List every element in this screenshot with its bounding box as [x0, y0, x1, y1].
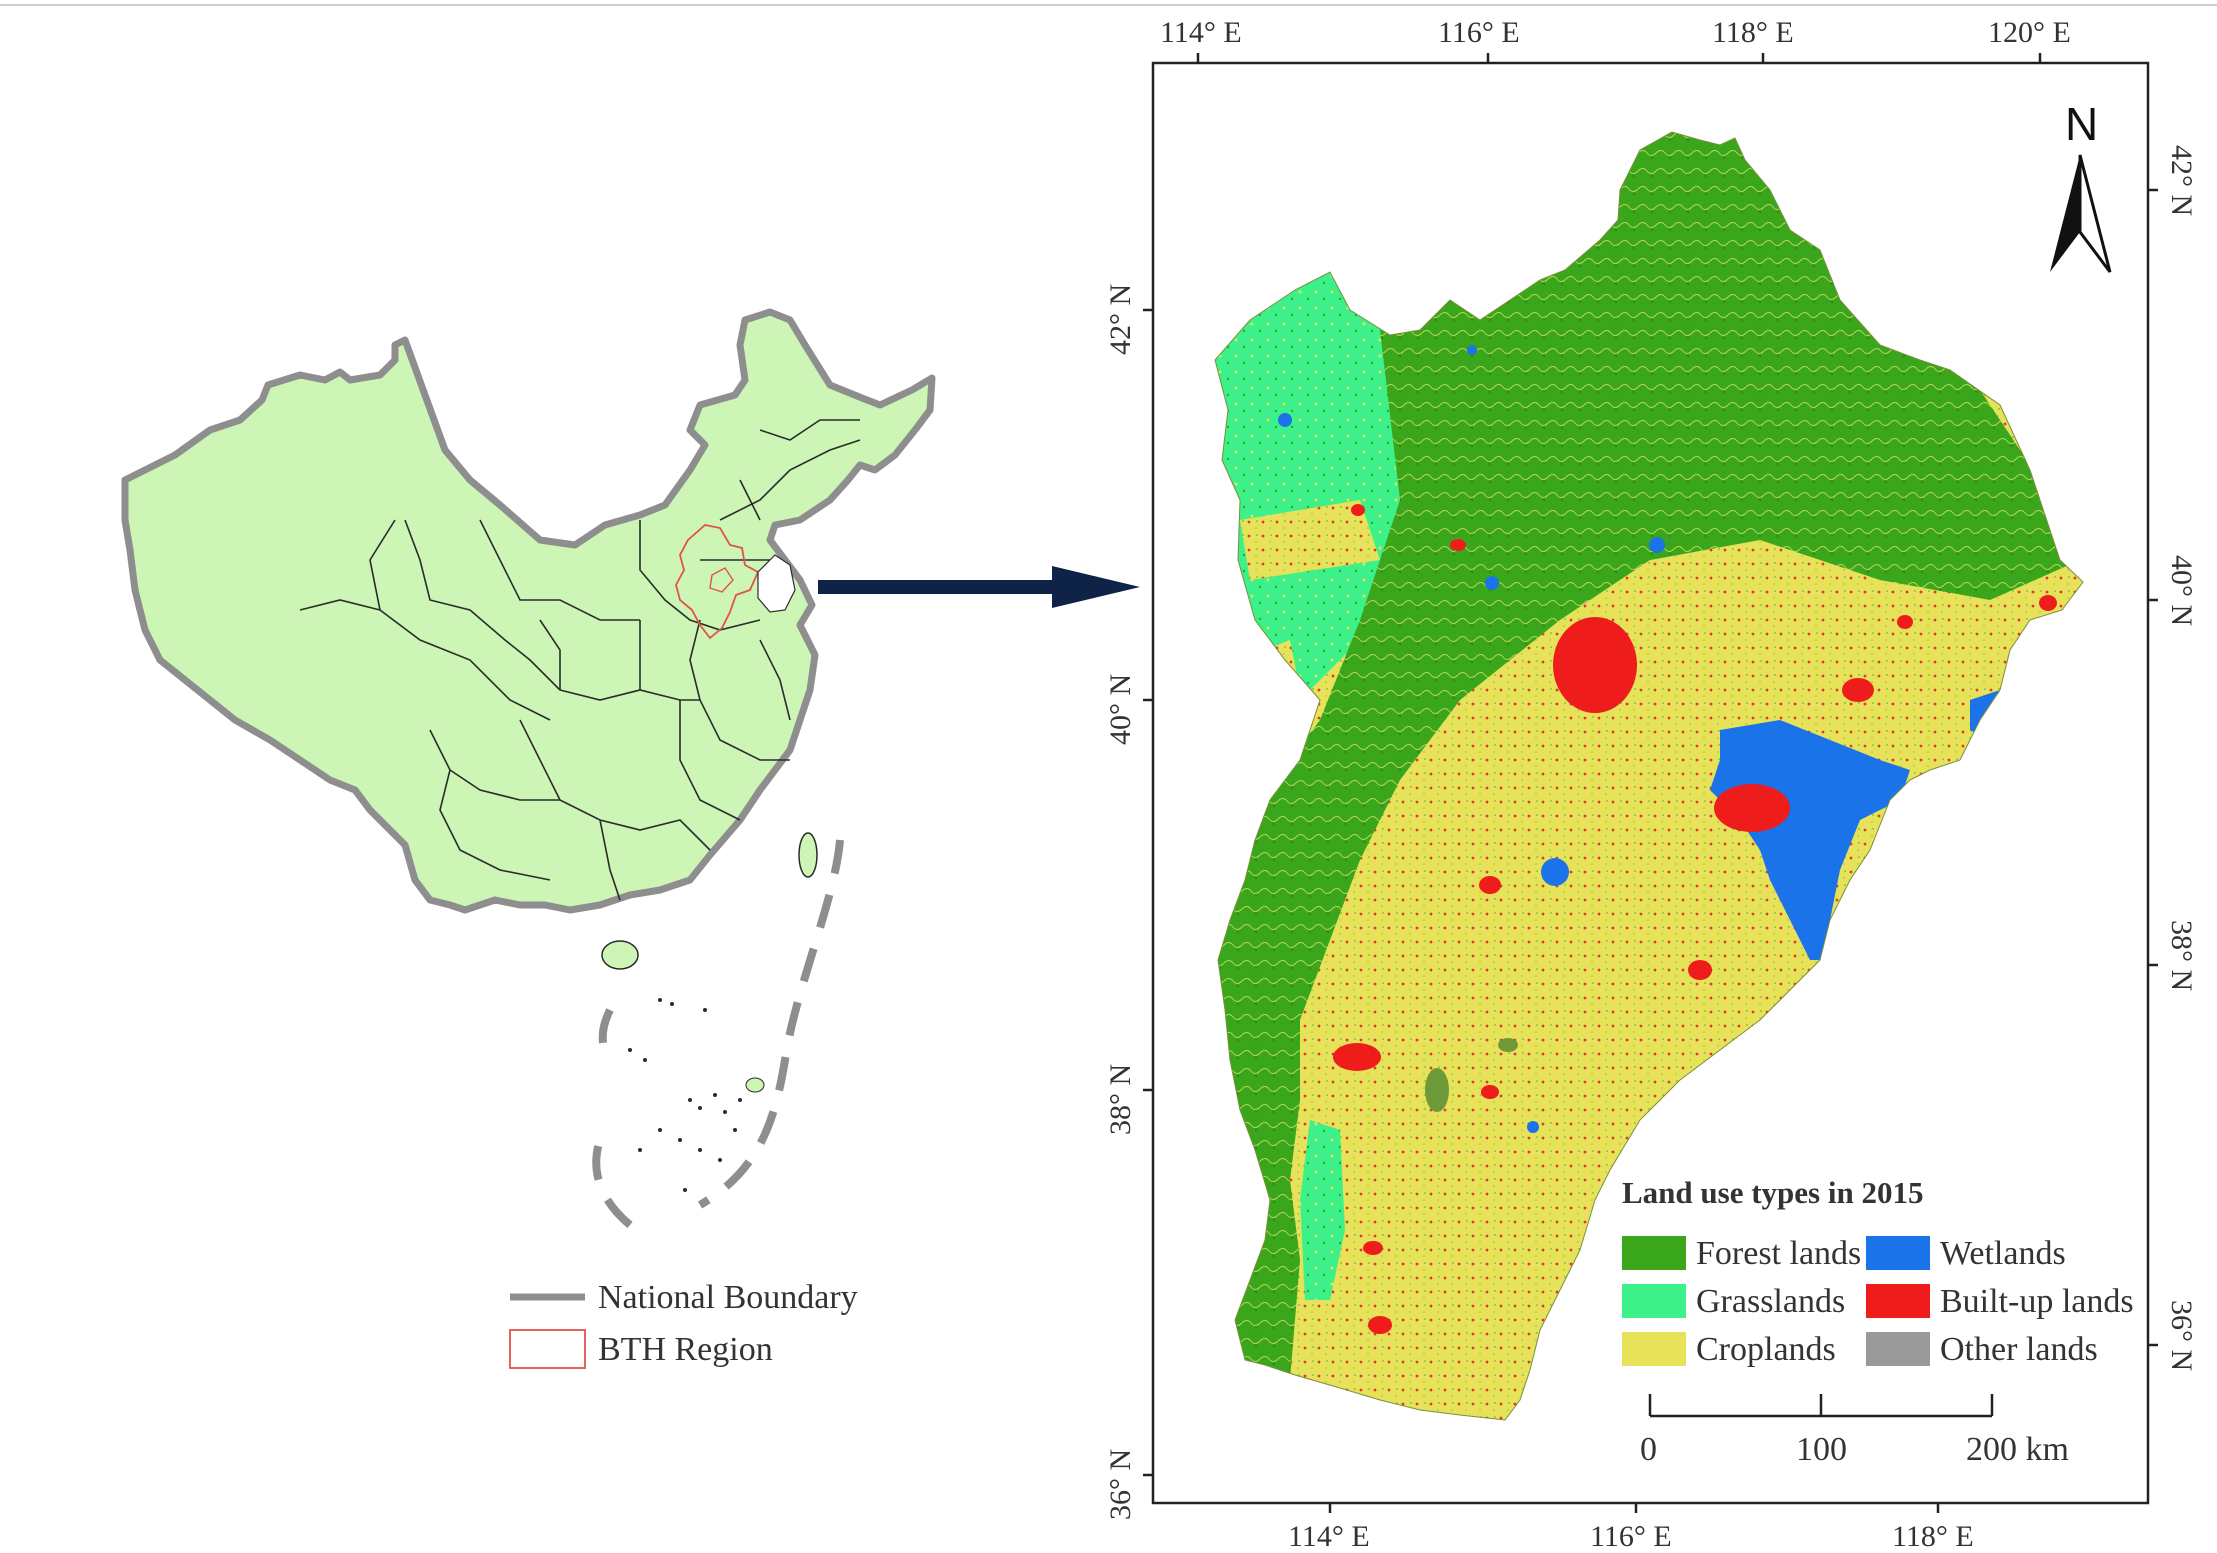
builtup-tianjin	[1714, 784, 1790, 832]
overview-legend: National Boundary BTH Region	[509, 1279, 858, 1369]
left-lat-label: 38° N	[1104, 1064, 1137, 1135]
legend-swatch-other	[1866, 1332, 1930, 1366]
north-arrow: N	[2050, 98, 2112, 273]
legend-swatch-wetlands	[1866, 1236, 1930, 1270]
wetland-lake	[1541, 858, 1569, 886]
builtup-city	[1363, 1241, 1383, 1255]
builtup-city	[1688, 960, 1712, 980]
bth-region-label: BTH Region	[598, 1331, 773, 1368]
builtup-city	[1351, 504, 1365, 516]
bottom-lon-label: 114° E	[1288, 1520, 1370, 1553]
left-lat-label: 42° N	[1104, 284, 1137, 355]
top-divider	[0, 4, 2217, 6]
legend-label-croplands: Croplands	[1696, 1331, 1836, 1368]
wetland-coast	[1710, 720, 1910, 960]
right-lat-label: 42° N	[2165, 145, 2198, 216]
scale-bar: 0 100 200 km	[1640, 1394, 2069, 1468]
wetland-lake	[1649, 537, 1665, 553]
province-boundaries	[299, 419, 861, 901]
legend-swatch-builtup	[1866, 1284, 1930, 1318]
bottom-lon-label: 116° E	[1590, 1520, 1672, 1553]
arrow-head	[1052, 566, 1140, 608]
grassland-strip	[1300, 1120, 1345, 1300]
small-island	[745, 1077, 765, 1093]
builtup-city	[1481, 1085, 1499, 1099]
north-arrow-label: N	[2065, 98, 2098, 150]
south-sea-islands	[628, 998, 742, 1192]
land-use-legend: Land use types in 2015 Forest lands Wetl…	[1622, 1175, 2134, 1368]
land-use-map: 114° E 116° E 118° E 120° E 114° E 116° …	[1104, 16, 2198, 1553]
legend-label-other: Other lands	[1940, 1331, 2098, 1368]
bottom-lon-label: 118° E	[1892, 1520, 1974, 1553]
scale-label-200: 200 km	[1966, 1431, 2069, 1468]
legend-swatch-grasslands	[1622, 1284, 1686, 1318]
bth-region-outline	[675, 524, 760, 640]
wetland-lake	[1467, 345, 1477, 355]
top-lon-label: 116° E	[1438, 16, 1520, 49]
builtup-beijing	[1553, 617, 1637, 713]
right-lat-label: 40° N	[2165, 555, 2198, 626]
china-mainland-shape	[121, 308, 936, 914]
taiwan-island	[798, 832, 818, 878]
legend-swatch-forest	[1622, 1236, 1686, 1270]
arrow-shaft	[818, 580, 1058, 594]
legend-title: Land use types in 2015	[1622, 1175, 1923, 1210]
top-longitude-labels: 114° E 116° E 118° E 120° E	[1160, 16, 2071, 49]
hainan-island	[601, 940, 639, 970]
builtup-city	[1897, 615, 1913, 629]
legend-label-forest: Forest lands	[1696, 1235, 1861, 1272]
builtup-city	[2039, 595, 2057, 611]
beijing-outline	[709, 567, 734, 593]
wetland-lake	[1278, 413, 1292, 427]
left-latitude-labels: 42° N 40° N 38° N 36° N	[1104, 284, 1137, 1520]
right-latitude-labels: 42° N 40° N 38° N 36° N	[2165, 145, 2198, 1371]
legend-label-wetlands: Wetlands	[1940, 1235, 2066, 1272]
right-lat-label: 36° N	[2165, 1300, 2198, 1371]
forest-patch	[1498, 1038, 1518, 1052]
right-lat-label: 38° N	[2165, 920, 2198, 991]
north-arrow-light-half	[2078, 154, 2112, 273]
builtup-city	[1479, 876, 1501, 894]
builtup-shijiazhuang	[1333, 1043, 1381, 1071]
left-lat-label: 40° N	[1104, 674, 1137, 745]
north-arrow-dark-half	[2050, 155, 2080, 272]
builtup-city	[1842, 678, 1874, 702]
legend-label-builtup: Built-up lands	[1940, 1283, 2134, 1320]
top-lon-label: 120° E	[1988, 16, 2071, 49]
legend-swatch-croplands	[1622, 1332, 1686, 1366]
national-boundary-label: National Boundary	[598, 1279, 858, 1316]
bottom-longitude-labels: 114° E 116° E 118° E	[1288, 1520, 1974, 1553]
cropland-strip	[1240, 500, 1380, 580]
scale-label-100: 100	[1796, 1431, 1847, 1468]
top-lon-label: 118° E	[1712, 16, 1794, 49]
top-lon-label: 114° E	[1160, 16, 1242, 49]
forest-area	[1215, 132, 2080, 1380]
bth-outline	[1214, 131, 2084, 1421]
china-overview-map	[121, 308, 936, 1229]
builtup-city	[1368, 1316, 1392, 1334]
bth-region-swatch	[509, 1329, 586, 1369]
forest-patch	[1425, 1068, 1449, 1112]
bohai-sea	[757, 554, 796, 613]
wetland-lake	[1485, 576, 1499, 590]
left-lat-label: 36° N	[1104, 1449, 1137, 1520]
zoom-arrow	[818, 566, 1140, 608]
tick-marks	[1143, 53, 2158, 1513]
scale-label-0: 0	[1640, 1431, 1657, 1468]
wetland-lake	[1527, 1121, 1539, 1133]
legend-label-grasslands: Grasslands	[1696, 1283, 1845, 1320]
builtup-city	[1450, 539, 1466, 551]
south-china-sea-dashed-boundary	[592, 839, 844, 1229]
